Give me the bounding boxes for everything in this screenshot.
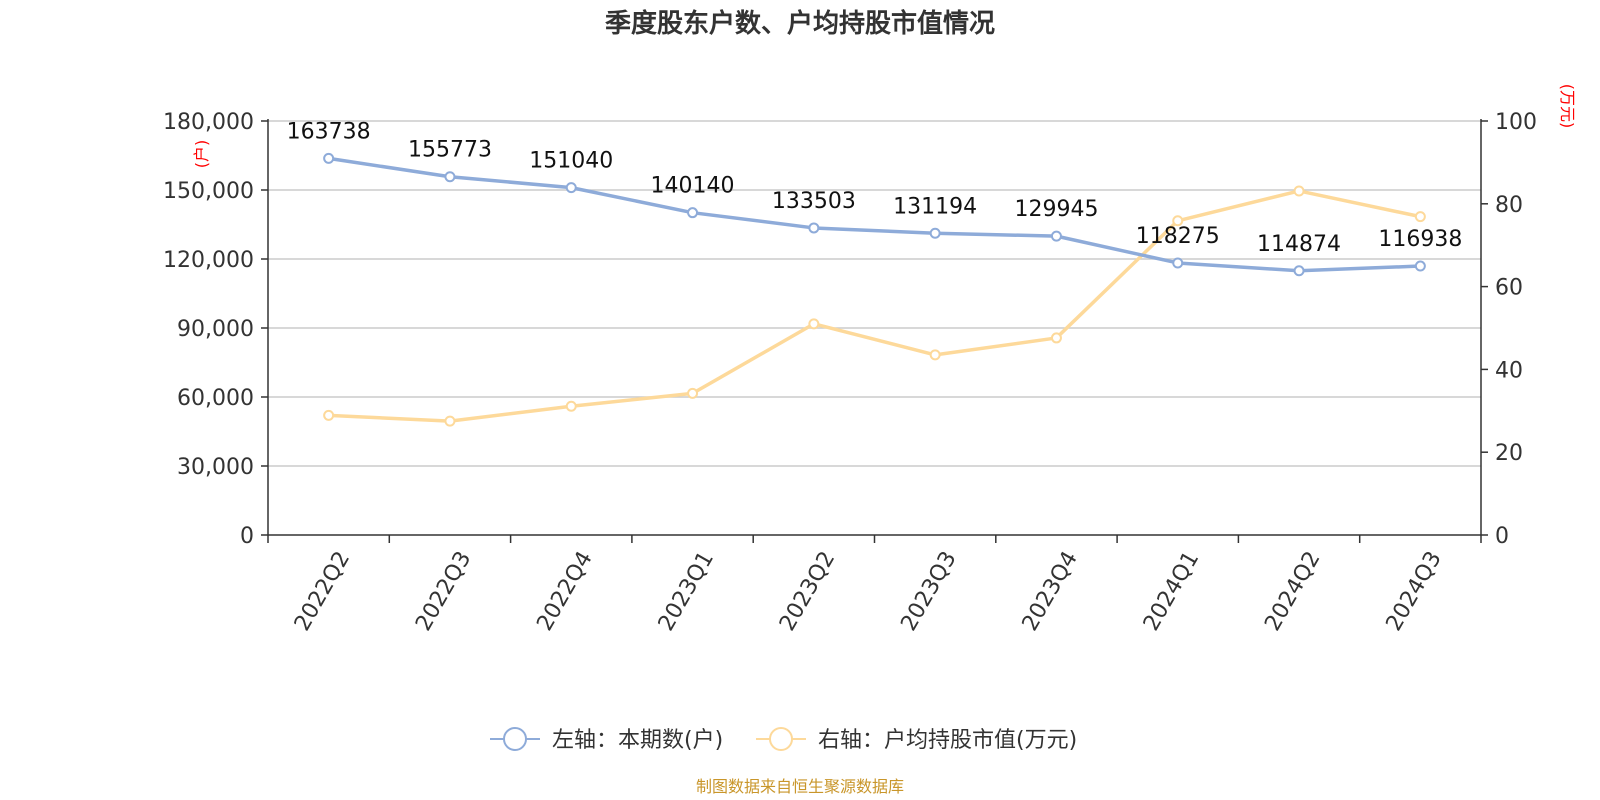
- data-label-left: 116938: [1378, 227, 1462, 252]
- series-line-right: [326, 189, 1423, 423]
- x-tick-label: 2022Q2: [290, 547, 355, 635]
- data-point-left: [808, 222, 820, 234]
- data-label-left: 155773: [408, 138, 492, 163]
- x-tick-label: 2022Q4: [532, 547, 597, 635]
- data-labels: 163738 155773 151040 140140 133503 131194 1299…: [287, 119, 1463, 256]
- right-axis-unit: (万元): [1558, 84, 1577, 129]
- x-tick-label: 2023Q2: [775, 547, 840, 635]
- data-label-left: 114874: [1257, 232, 1341, 257]
- data-label-left: 133503: [772, 189, 856, 214]
- data-point-right: [1050, 332, 1062, 344]
- left-tick-label: 150,000: [163, 179, 254, 204]
- x-tick-label: 2023Q3: [896, 547, 961, 635]
- x-tick-label: 2023Q4: [1018, 547, 1083, 635]
- data-label-left: 131194: [893, 194, 977, 219]
- legend-item-left[interactable]: 左轴：本期数(户): [490, 727, 723, 753]
- data-point-left: [444, 171, 456, 183]
- data-point-right: [929, 349, 941, 361]
- data-point-left: [323, 152, 335, 164]
- legend-item-right[interactable]: 右轴：户均持股市值(万元): [756, 727, 1077, 753]
- data-point-left: [687, 207, 699, 219]
- data-point-right: [687, 387, 699, 399]
- left-tick-label: 60,000: [177, 386, 254, 411]
- left-axis-unit: (户): [192, 140, 211, 169]
- series-line-left: [326, 156, 1423, 273]
- source-note: 制图数据来自恒生聚源数据库: [696, 777, 904, 796]
- left-tick-label: 90,000: [177, 317, 254, 342]
- data-point-left: [1172, 257, 1184, 269]
- data-point-right: [1414, 211, 1426, 223]
- x-tick-label: 2022Q3: [411, 547, 476, 635]
- x-tick-label: 2023Q1: [654, 547, 719, 635]
- legend: 左轴：本期数(户) 右轴：户均持股市值(万元): [490, 727, 1077, 753]
- right-tick-label: 60: [1495, 276, 1523, 301]
- series: [323, 152, 1426, 427]
- left-tick-label: 120,000: [163, 248, 254, 273]
- left-tick-label: 180,000: [163, 110, 254, 135]
- data-label-left: 163738: [287, 119, 371, 144]
- data-label-left: 151040: [529, 149, 613, 174]
- legend-marker-right-icon: [769, 727, 793, 751]
- right-tick-label: 80: [1495, 193, 1523, 218]
- left-tick-label: 0: [240, 524, 254, 549]
- data-label-left: 140140: [651, 174, 735, 199]
- data-point-right: [444, 415, 456, 427]
- legend-label-right: 右轴：户均持股市值(万元): [818, 728, 1077, 753]
- right-tick-label: 40: [1495, 358, 1523, 383]
- legend-marker-left-icon: [503, 727, 527, 751]
- data-label-left: 129945: [1014, 197, 1098, 222]
- data-point-right: [1172, 215, 1184, 227]
- data-point-left: [1414, 260, 1426, 272]
- right-tick-label: 20: [1495, 441, 1523, 466]
- data-point-right: [1293, 185, 1305, 197]
- data-point-right: [565, 400, 577, 412]
- data-point-left: [1293, 265, 1305, 277]
- data-label-left: 118275: [1136, 224, 1220, 249]
- x-tick-label: 2024Q2: [1260, 547, 1325, 635]
- data-point-right: [808, 318, 820, 330]
- x-tick-label: 2024Q1: [1139, 547, 1204, 635]
- right-tick-label: 100: [1495, 110, 1537, 135]
- x-tick-label: 2024Q3: [1382, 547, 1447, 635]
- legend-label-left: 左轴：本期数(户): [552, 728, 723, 753]
- left-tick-label: 30,000: [177, 455, 254, 480]
- data-point-left: [565, 182, 577, 194]
- grid-lines: [268, 120, 1481, 467]
- data-point-right: [323, 409, 335, 421]
- data-point-left: [929, 227, 941, 239]
- chart-title: 季度股东户数、户均持股市值情况: [605, 8, 995, 39]
- data-point-left: [1050, 230, 1062, 242]
- right-tick-label: 0: [1495, 524, 1509, 549]
